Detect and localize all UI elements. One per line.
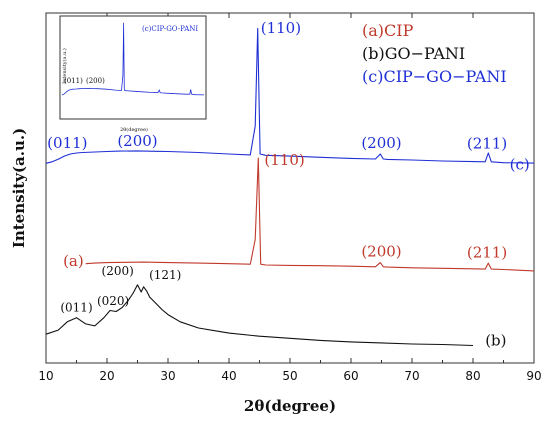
peak-label: (110): [261, 19, 301, 37]
series-line-1: [85, 157, 535, 272]
legend-entry-cip-go-pani: (c)CIP−GO−PANI: [362, 67, 507, 86]
curve-label: (b): [485, 332, 506, 350]
peak-label: (200): [102, 264, 134, 278]
peak-label: (211): [467, 135, 507, 153]
peak-label: (200): [361, 134, 401, 152]
inset-x-axis-title: 2θ(degree): [120, 126, 148, 133]
x-tick-label: 90: [526, 369, 541, 383]
peak-label: (020): [97, 294, 129, 308]
series-layer: [45, 27, 535, 347]
inset-annotation-200: (200): [86, 77, 105, 85]
curve-labels: (c) (a) (b): [63, 155, 530, 349]
series-line-0: [45, 27, 535, 164]
peak-label: (200): [361, 242, 401, 260]
inset-chart: (c)CIP-GO-PANI (011) (200) 2θ(degree) In…: [59, 15, 207, 133]
curve-label: (c): [510, 155, 530, 173]
x-tick-label: 80: [465, 369, 480, 383]
peak-label: (011): [47, 134, 87, 152]
legend: (a)CIP (b)GO−PANI (c)CIP−GO−PANI: [362, 21, 507, 86]
inset-series-line: [61, 22, 205, 96]
x-tick-label: 60: [343, 369, 358, 383]
peak-label: (110): [264, 151, 304, 169]
series-line-2: [45, 284, 474, 347]
peak-labels: (011) (200)(110)(200) (211)(110)(200) (211)…: [47, 19, 507, 315]
legend-entry-cip: (a)CIP: [362, 21, 414, 40]
peak-label: (121): [149, 268, 181, 282]
peak-label: (011): [60, 301, 92, 315]
peak-label: (211): [467, 244, 507, 262]
peak-label: (200): [117, 132, 157, 150]
x-axis-ticks: 10 20 30 40 50 60 70 80 90: [38, 13, 542, 383]
y-axis-title: Intensity(a.u.): [10, 128, 28, 248]
x-tick-label: 40: [221, 369, 236, 383]
inset-title: (c)CIP-GO-PANI: [142, 25, 198, 33]
x-tick-label: 20: [99, 369, 114, 383]
curve-label: (a): [63, 252, 84, 270]
x-tick-label: 50: [282, 369, 297, 383]
inset-frame: [59, 15, 207, 120]
legend-entry-go-pani: (b)GO−PANI: [362, 44, 465, 63]
inset-annotation-011: (011): [64, 77, 83, 85]
x-tick-label: 10: [38, 369, 53, 383]
inset-y-axis-title: Intensity(a.u.): [61, 48, 68, 84]
x-axis-title: 2θ(degree): [244, 397, 336, 415]
x-tick-label: 70: [404, 369, 419, 383]
x-tick-label: 30: [160, 369, 175, 383]
